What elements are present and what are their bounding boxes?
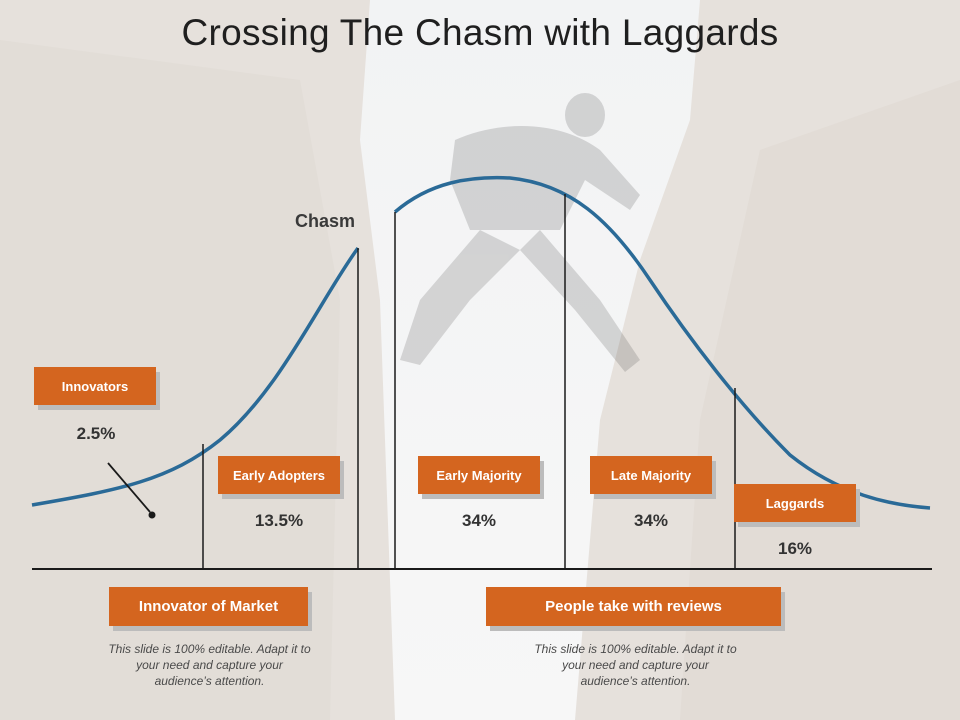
footer-right-note: This slide is 100% editable. Adapt it to… <box>534 642 737 688</box>
percent-early-adopters: 13.5% <box>254 511 304 530</box>
tag-early-majority: Early Majority <box>418 456 540 494</box>
curve-right <box>393 175 931 510</box>
curve-left <box>31 246 360 507</box>
footer-left-note: This slide is 100% editable. Adapt it to… <box>108 642 311 688</box>
percent-late-majority: 34% <box>633 511 669 530</box>
percent-laggards: 16% <box>777 539 813 558</box>
tag-innovators: Innovators <box>34 367 156 405</box>
footer-right-title: People take with reviews <box>486 587 781 626</box>
percent-innovators: 2.5% <box>76 424 116 443</box>
percent-early-majority: 34% <box>461 511 497 530</box>
slide-title: Crossing The Chasm with Laggards <box>181 12 779 53</box>
tag-late-majority: Late Majority <box>590 456 712 494</box>
tag-laggards: Laggards <box>734 484 856 522</box>
chasm-label: Chasm <box>295 211 356 231</box>
footer-left-title: Innovator of Market <box>109 587 308 626</box>
tag-early-adopters: Early Adopters <box>218 456 340 494</box>
innovators-pointer-line <box>107 462 151 513</box>
innovators-pointer-dot <box>148 511 156 519</box>
